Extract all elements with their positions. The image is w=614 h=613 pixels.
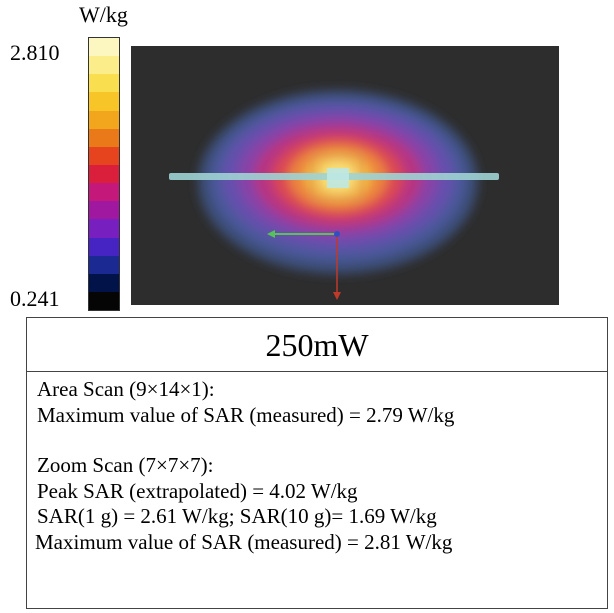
colorbar-segment-12 bbox=[89, 255, 119, 274]
color-scale-bar bbox=[88, 37, 120, 311]
colorbar-segment-13 bbox=[89, 273, 119, 292]
colorbar-min-label: 0.241 bbox=[10, 286, 60, 311]
zoom-scan-peak-sar: Peak SAR (extrapolated) = 4.02 W/kg bbox=[37, 478, 358, 503]
colorbar-segment-1 bbox=[89, 56, 119, 75]
sar-details: Area Scan (9×14×1): Maximum value of SAR… bbox=[27, 372, 607, 555]
sar-scan-image bbox=[131, 46, 559, 305]
area-scan-max-value: Maximum value of SAR (measured) = 2.79 W… bbox=[37, 402, 455, 427]
zoom-scan-heading: Zoom Scan (7×7×7): bbox=[37, 453, 214, 477]
zoom-scan-max-value: Maximum value of SAR (measured) = 2.81 W… bbox=[35, 529, 453, 554]
colorbar-segment-11 bbox=[89, 237, 119, 256]
colorbar-max-label: 2.810 bbox=[10, 40, 60, 65]
colorbar-segment-5 bbox=[89, 128, 119, 147]
probe-center-marker bbox=[327, 168, 349, 188]
colorbar-segment-14 bbox=[89, 291, 119, 311]
colorbar-segment-7 bbox=[89, 164, 119, 184]
colorbar-segment-3 bbox=[89, 92, 119, 111]
colorbar-unit: W/kg bbox=[79, 2, 128, 27]
colorbar-segment-10 bbox=[89, 219, 119, 238]
colorbar-segment-4 bbox=[89, 110, 119, 129]
area-scan-heading: Area Scan (9×14×1): bbox=[37, 377, 215, 401]
axis-origin bbox=[334, 231, 340, 237]
colorbar-segment-6 bbox=[89, 146, 119, 165]
zoom-scan-sar-values: SAR(1 g) = 2.61 W/kg; SAR(10 g)= 1.69 W/… bbox=[37, 504, 437, 528]
colorbar-segment-8 bbox=[89, 183, 119, 202]
sar-info-panel: 250mW Area Scan (9×14×1): Maximum value … bbox=[26, 317, 608, 609]
colorbar-segment-0 bbox=[89, 38, 119, 57]
colorbar-segment-2 bbox=[89, 74, 119, 93]
colorbar-segment-9 bbox=[89, 201, 119, 220]
power-title: 250mW bbox=[27, 318, 607, 372]
